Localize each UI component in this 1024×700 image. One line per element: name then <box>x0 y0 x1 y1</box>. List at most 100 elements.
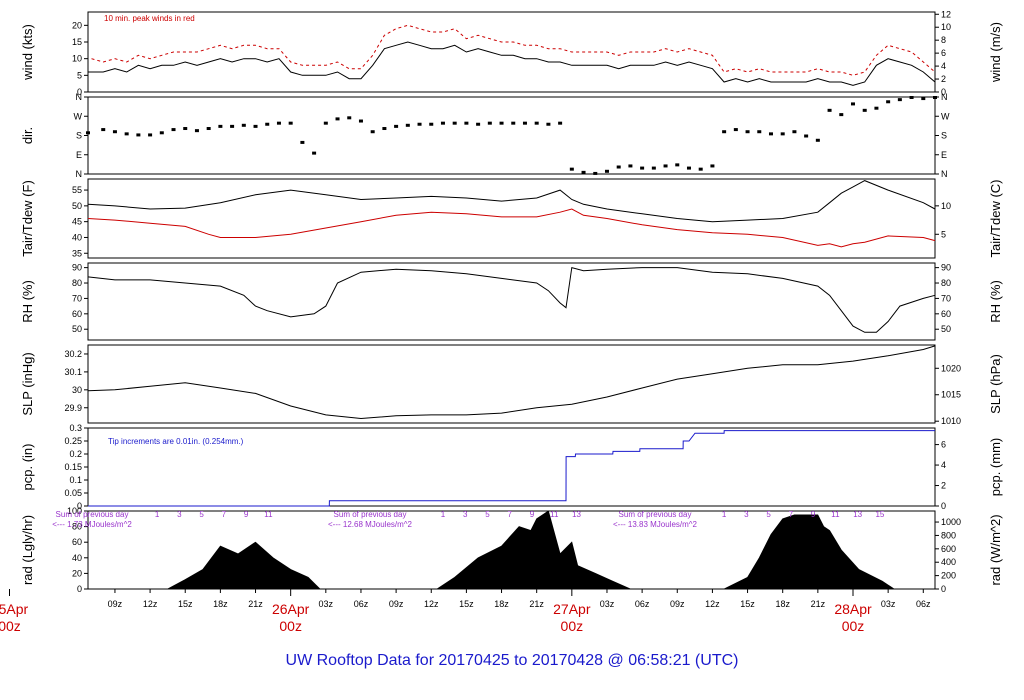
dir-point <box>148 133 153 137</box>
rh-ytick-label-right: 90 <box>941 263 951 273</box>
wind-ytick-label-right: 4 <box>941 61 946 71</box>
rad-hour-mark: 3 <box>744 510 749 519</box>
rad-ytick-label: 0 <box>77 584 82 594</box>
day-label-time: 00z <box>0 618 21 634</box>
xtick-label: 15z <box>178 599 193 609</box>
dir-point <box>464 121 469 125</box>
rad-hour-mark: 3 <box>463 510 468 519</box>
xtick-label: 12z <box>143 599 158 609</box>
dir-point <box>335 117 340 121</box>
rh-series-0 <box>87 266 936 333</box>
xtick-label: 09z <box>389 599 404 609</box>
slp-ylabel-right: SLP (hPa) <box>988 354 1003 414</box>
slp-ytick-label-right: 1020 <box>941 363 961 373</box>
dir-point <box>616 165 621 169</box>
dir-point <box>159 131 164 135</box>
dir-point <box>804 134 809 138</box>
day-label-time: 00z <box>279 618 302 634</box>
rh-ytick-label: 90 <box>72 263 82 273</box>
temp-series-tair <box>87 180 936 223</box>
rh-ytick-label: 50 <box>72 324 82 334</box>
rad-ytick-label: 80 <box>72 522 82 532</box>
day-label-time: 00z <box>842 618 865 634</box>
rh-ytick-label-right: 70 <box>941 293 951 303</box>
dir-point <box>86 131 90 135</box>
dir-point <box>862 108 867 112</box>
dir-point <box>499 121 504 125</box>
rad-ytick-label: 20 <box>72 568 82 578</box>
dir-point <box>546 122 551 126</box>
dir-point <box>698 167 703 171</box>
xtick-label: 21z <box>811 599 826 609</box>
pcp-ytick-label: 0.1 <box>69 475 82 485</box>
rad-area <box>167 510 896 590</box>
temp-ytick-label: 40 <box>72 232 82 242</box>
slp-ytick-label-right: 1015 <box>941 390 961 400</box>
wind-annotation: 10 min. peak winds in red <box>104 14 195 23</box>
slp-frame <box>87 344 936 424</box>
dir-ylabel: dir. <box>20 127 35 144</box>
dir-point <box>745 130 750 134</box>
dir-point <box>487 121 492 125</box>
dir-point <box>733 128 738 132</box>
dir-point <box>347 116 352 120</box>
dir-point <box>886 100 891 104</box>
pcp-ytick-label-right: 4 <box>941 460 946 470</box>
dir-point <box>651 166 656 170</box>
day-label: 27Apr <box>553 601 591 617</box>
wind-ytick-label: 5 <box>77 70 82 80</box>
dir-point <box>534 121 539 125</box>
dir-point <box>522 121 527 125</box>
dir-point <box>933 96 937 99</box>
dir-point <box>757 130 762 134</box>
xtick-label: 09z <box>108 599 123 609</box>
dir-point <box>417 122 422 126</box>
xtick-label: 03z <box>881 599 896 609</box>
wind-ylabel-right: wind (m/s) <box>988 22 1003 83</box>
panel-rh: RH (%) RH (%) 50 60 70 80 90 50 60 70 80 90 <box>20 262 1003 341</box>
panel-rad: rad (Lgly/hr) rad (W/m^2)0204060801000200… <box>20 506 1003 594</box>
dir-point <box>921 97 926 101</box>
rad-hour-mark: 9 <box>811 510 816 519</box>
dir-point <box>581 170 586 174</box>
rad-ytick-label-right: 400 <box>941 557 956 567</box>
pcp-ytick-label: 0.15 <box>64 462 82 472</box>
dir-point <box>136 133 141 137</box>
rad-daily-note-line2: <--- 13.83 MJoules/m^2 <box>613 520 698 529</box>
pcp-ytick-label: 0 <box>77 501 82 511</box>
rad-ytick-label: 100 <box>67 506 82 516</box>
rad-hour-mark: 5 <box>199 510 204 519</box>
rad-hour-mark: 1 <box>722 510 727 519</box>
dir-point <box>440 121 445 125</box>
dir-ytick-label-right: N <box>941 169 948 179</box>
xtick-label: 21z <box>248 599 263 609</box>
slp-ytick-label: 30.1 <box>64 367 82 377</box>
wind-frame <box>87 11 936 93</box>
rad-ytick-label-right: 1000 <box>941 517 961 527</box>
dir-point <box>710 164 715 168</box>
temp-ytick-label: 55 <box>72 185 82 195</box>
day-label: 28Apr <box>834 601 872 617</box>
wind-ylabel: wind (kts) <box>20 24 35 81</box>
pcp-ylabel-right: pcp. (mm) <box>988 438 1003 497</box>
dir-point <box>101 128 106 132</box>
dir-point <box>405 123 410 127</box>
dir-point <box>909 96 914 99</box>
slp-series-0 <box>87 345 936 420</box>
rad-hour-mark: 13 <box>572 510 581 519</box>
xtick-label: 06z <box>635 599 650 609</box>
dir-ytick-label: S <box>76 131 82 141</box>
dir-point <box>230 124 235 128</box>
pcp-ytick-label: 0.05 <box>64 488 82 498</box>
dir-point <box>897 98 902 102</box>
xtick-label: 03z <box>319 599 334 609</box>
dir-point <box>288 121 293 125</box>
rad-hour-mark: 11 <box>831 510 840 519</box>
rad-hour-mark: 7 <box>789 510 794 519</box>
wind-ytick-label: 20 <box>72 20 82 30</box>
temp-ytick-label: 50 <box>72 201 82 211</box>
dir-point <box>112 130 117 134</box>
dir-point <box>663 164 668 168</box>
